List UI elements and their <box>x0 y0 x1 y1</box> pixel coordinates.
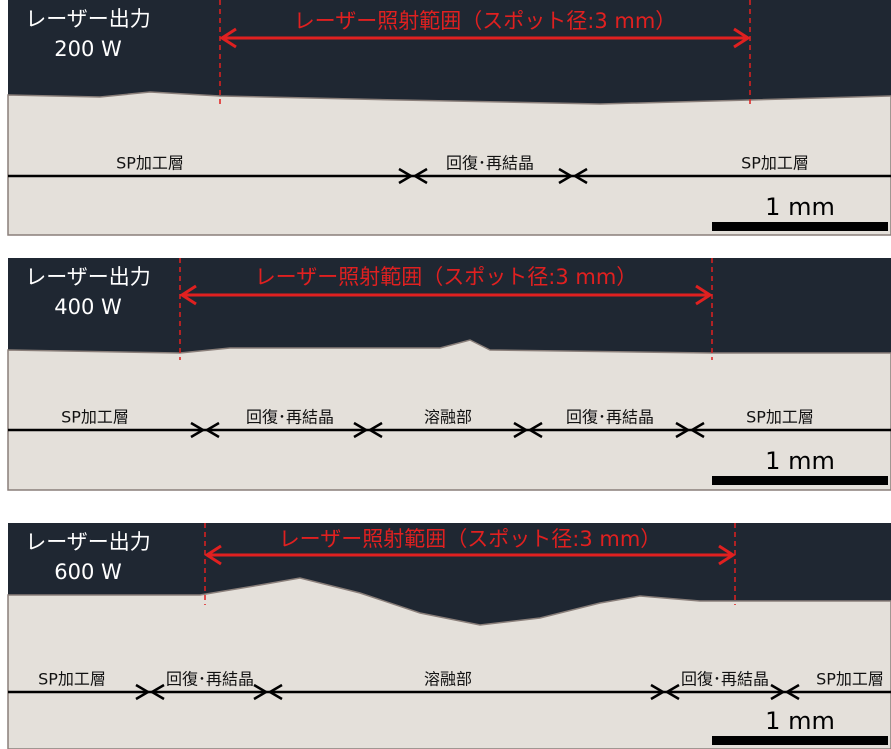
zone-label: 回復･再結晶 <box>681 670 769 689</box>
zone-label: SP加工層 <box>61 408 129 427</box>
zone-label: SP加工層 <box>116 154 184 173</box>
scale-label: 1 mm <box>765 707 835 735</box>
zone-label: SP加工層 <box>38 670 106 689</box>
zone-label: 溶融部 <box>424 408 472 427</box>
power-label: レーザー出力 <box>25 530 151 554</box>
scale-label: 1 mm <box>765 193 835 221</box>
irradiation-label: レーザー照射範囲（スポット径:3 mm） <box>255 265 638 289</box>
scale-label: 1 mm <box>765 447 835 475</box>
power-value: 400 W <box>54 295 122 319</box>
zone-label: 溶融部 <box>424 670 472 689</box>
power-label: レーザー出力 <box>25 265 151 289</box>
scale-bar <box>712 476 888 485</box>
zone-label: 回復･再結晶 <box>166 670 254 689</box>
zone-label: SP加工層 <box>741 154 809 173</box>
power-value: 600 W <box>54 560 122 584</box>
power-value: 200 W <box>54 37 122 61</box>
micrograph-panel: レーザー照射範囲（スポット径:3 mm） レーザー出力 400 W SP加工層 回復･再… <box>8 258 891 490</box>
power-label: レーザー出力 <box>25 7 151 31</box>
zone-label: 回復･再結晶 <box>566 408 654 427</box>
irradiation-label: レーザー照射範囲（スポット径:3 mm） <box>294 9 677 33</box>
irradiation-label: レーザー照射範囲（スポット径:3 mm） <box>279 527 662 551</box>
zone-label: 回復･再結晶 <box>446 154 534 173</box>
scale-bar <box>712 222 888 231</box>
scale-bar <box>712 736 888 745</box>
micrograph-panel: レーザー照射範囲（スポット径:3 mm） レーザー出力 600 W SP加工層 回復･再… <box>8 523 891 749</box>
micrograph-panel: レーザー照射範囲（スポット径:3 mm） レーザー出力 200 W SP加工層 回復･再… <box>8 0 891 235</box>
figure: レーザー照射範囲（スポット径:3 mm）レーザー出力200 WSP加工層回復･再… <box>0 0 891 749</box>
zone-label: SP加工層 <box>816 670 884 689</box>
zone-label: SP加工層 <box>746 408 814 427</box>
zone-label: 回復･再結晶 <box>246 408 334 427</box>
